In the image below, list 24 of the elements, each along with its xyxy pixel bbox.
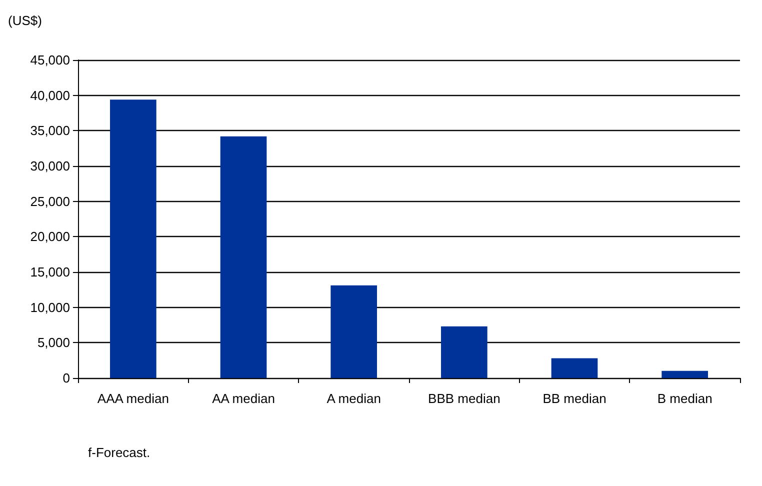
bar — [110, 100, 156, 378]
bar — [551, 358, 598, 378]
x-tick-label: AA median — [212, 391, 275, 406]
y-tick-label: 25,000 — [30, 194, 70, 209]
y-tick-label: 20,000 — [30, 229, 70, 244]
x-tick-label: B median — [657, 391, 712, 406]
x-tick-label: AAA median — [97, 391, 169, 406]
y-tick-label: 30,000 — [30, 158, 70, 174]
x-tick-label: BB median — [542, 391, 606, 406]
bar — [330, 285, 378, 378]
bar — [662, 370, 708, 378]
y-tick-label: 35,000 — [30, 123, 70, 138]
x-tick-label: BBB median — [428, 391, 500, 406]
y-tick-label: 15,000 — [30, 264, 70, 280]
bar — [440, 326, 488, 378]
bar — [220, 136, 267, 378]
y-axis-title: (US$) — [8, 13, 42, 28]
y-tick-label: 5,000 — [37, 335, 70, 350]
y-tick-label: 45,000 — [30, 52, 70, 68]
text: f-Forecast. — [88, 445, 150, 460]
y-tick-label: 10,000 — [30, 300, 70, 315]
x-tick-label: A median — [326, 391, 381, 406]
y-tick-label: 40,000 — [30, 88, 70, 103]
y-tick-label: 0 — [62, 370, 70, 386]
